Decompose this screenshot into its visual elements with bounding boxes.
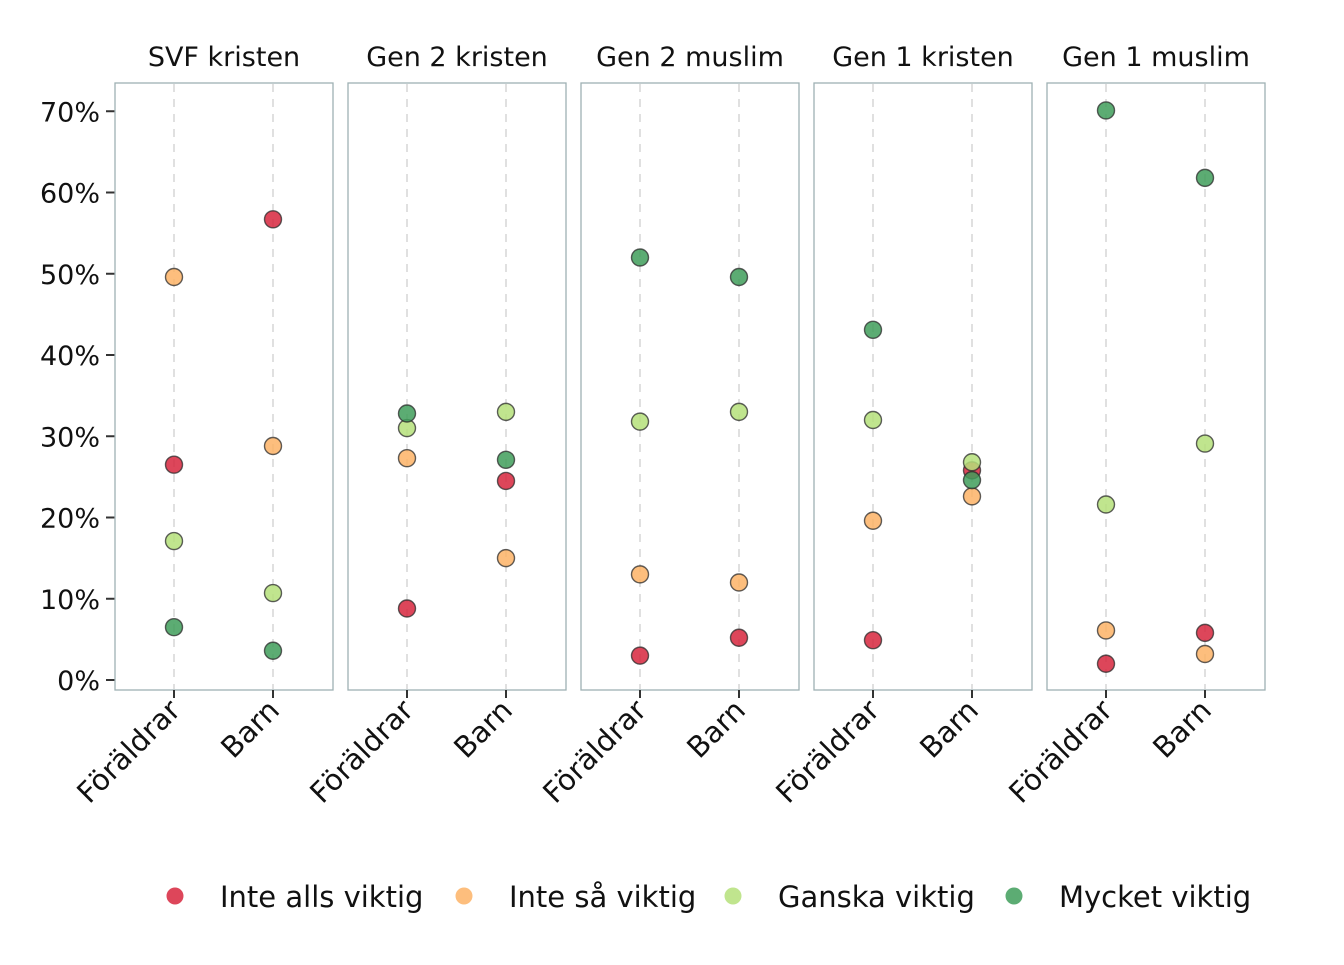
x-tick-label: Föräldrar [70, 693, 187, 810]
x-tick-label: Föräldrar [769, 693, 886, 810]
data-point [1195, 644, 1215, 664]
y-tick-label: 30% [40, 422, 100, 453]
data-point [397, 599, 417, 618]
panel-border [114, 82, 334, 691]
data-point [164, 531, 184, 551]
data-point [164, 455, 184, 474]
data-point [962, 453, 982, 472]
data-point [1096, 654, 1116, 673]
data-point [496, 402, 516, 422]
data-point [263, 436, 283, 456]
facet-title: Gen 2 muslim [596, 42, 784, 73]
data-point [863, 320, 883, 340]
data-point [496, 548, 516, 568]
data-point [863, 511, 883, 530]
panel-border [347, 82, 567, 691]
data-point [630, 412, 650, 431]
y-tick-label: 50% [40, 260, 100, 291]
facet-panel: Gen 2 kristen Föräldrar Barn [303, 42, 567, 810]
data-point [630, 565, 650, 584]
data-point [962, 470, 982, 490]
legend-label: Ganska viktig [778, 880, 975, 914]
facet-panel: Gen 1 muslim Föräldrar Barn [1002, 42, 1266, 810]
x-tick-label: Barn [913, 693, 985, 765]
data-point [729, 628, 749, 647]
facet-panel: Gen 2 muslim Föräldrar Barn [536, 42, 800, 810]
x-tick-label: Barn [1146, 693, 1218, 765]
y-tick-label: 0% [57, 666, 100, 697]
y-tick-label: 40% [40, 341, 100, 372]
data-point [1195, 623, 1215, 643]
y-tick-label: 20% [40, 504, 100, 535]
data-point [1096, 495, 1116, 514]
data-point [1195, 168, 1215, 188]
data-point [397, 404, 417, 423]
panel-border [580, 82, 800, 691]
facet-title: Gen 1 muslim [1062, 42, 1250, 73]
data-point [1096, 101, 1116, 120]
y-axis: 0% 10% 20% 30% 40% 50% 60% 70% [40, 97, 115, 697]
legend-key [724, 887, 742, 905]
data-point [729, 402, 749, 422]
data-point [630, 646, 650, 665]
x-tick-label: Barn [680, 693, 752, 765]
data-point [1195, 434, 1215, 453]
data-point [496, 450, 516, 470]
panel-border [1046, 82, 1266, 691]
legend-label: Inte så viktig [509, 880, 696, 914]
data-point [164, 617, 184, 637]
facet-panel: SVF kristen Föräldrar Barn [70, 42, 334, 810]
x-tick-label: Barn [214, 693, 286, 765]
data-point [863, 410, 883, 430]
data-point [729, 267, 749, 287]
legend-key [166, 887, 184, 905]
facet-title: Gen 2 kristen [366, 42, 548, 73]
data-point [397, 448, 417, 468]
data-point [1096, 621, 1116, 640]
x-tick-label: Föräldrar [536, 693, 653, 810]
data-point [630, 248, 650, 267]
x-tick-label: Barn [447, 693, 519, 765]
y-tick-label: 70% [40, 97, 100, 128]
data-point [962, 487, 982, 506]
data-point [263, 641, 283, 660]
x-tick-label: Föräldrar [303, 693, 420, 810]
legend-label: Inte alls viktig [220, 880, 423, 914]
legend-label: Mycket viktig [1059, 880, 1251, 914]
facet-title: Gen 1 kristen [832, 42, 1014, 73]
data-point [164, 267, 184, 287]
data-point [263, 583, 283, 603]
data-point [263, 210, 283, 229]
legend-key [455, 887, 473, 905]
y-tick-label: 10% [40, 585, 100, 616]
legend: Inte alls viktig Inte så viktig Ganska vik… [166, 880, 1251, 914]
facet-panel: Gen 1 kristen Föräldrar Barn [769, 42, 1033, 810]
panel-border [813, 82, 1033, 691]
facet-title: SVF kristen [148, 42, 300, 73]
x-tick-label: Föräldrar [1002, 693, 1119, 810]
data-point [496, 471, 516, 491]
y-tick-label: 60% [40, 179, 100, 210]
legend-key [1005, 887, 1023, 905]
data-point [863, 630, 883, 650]
data-point [729, 573, 749, 592]
